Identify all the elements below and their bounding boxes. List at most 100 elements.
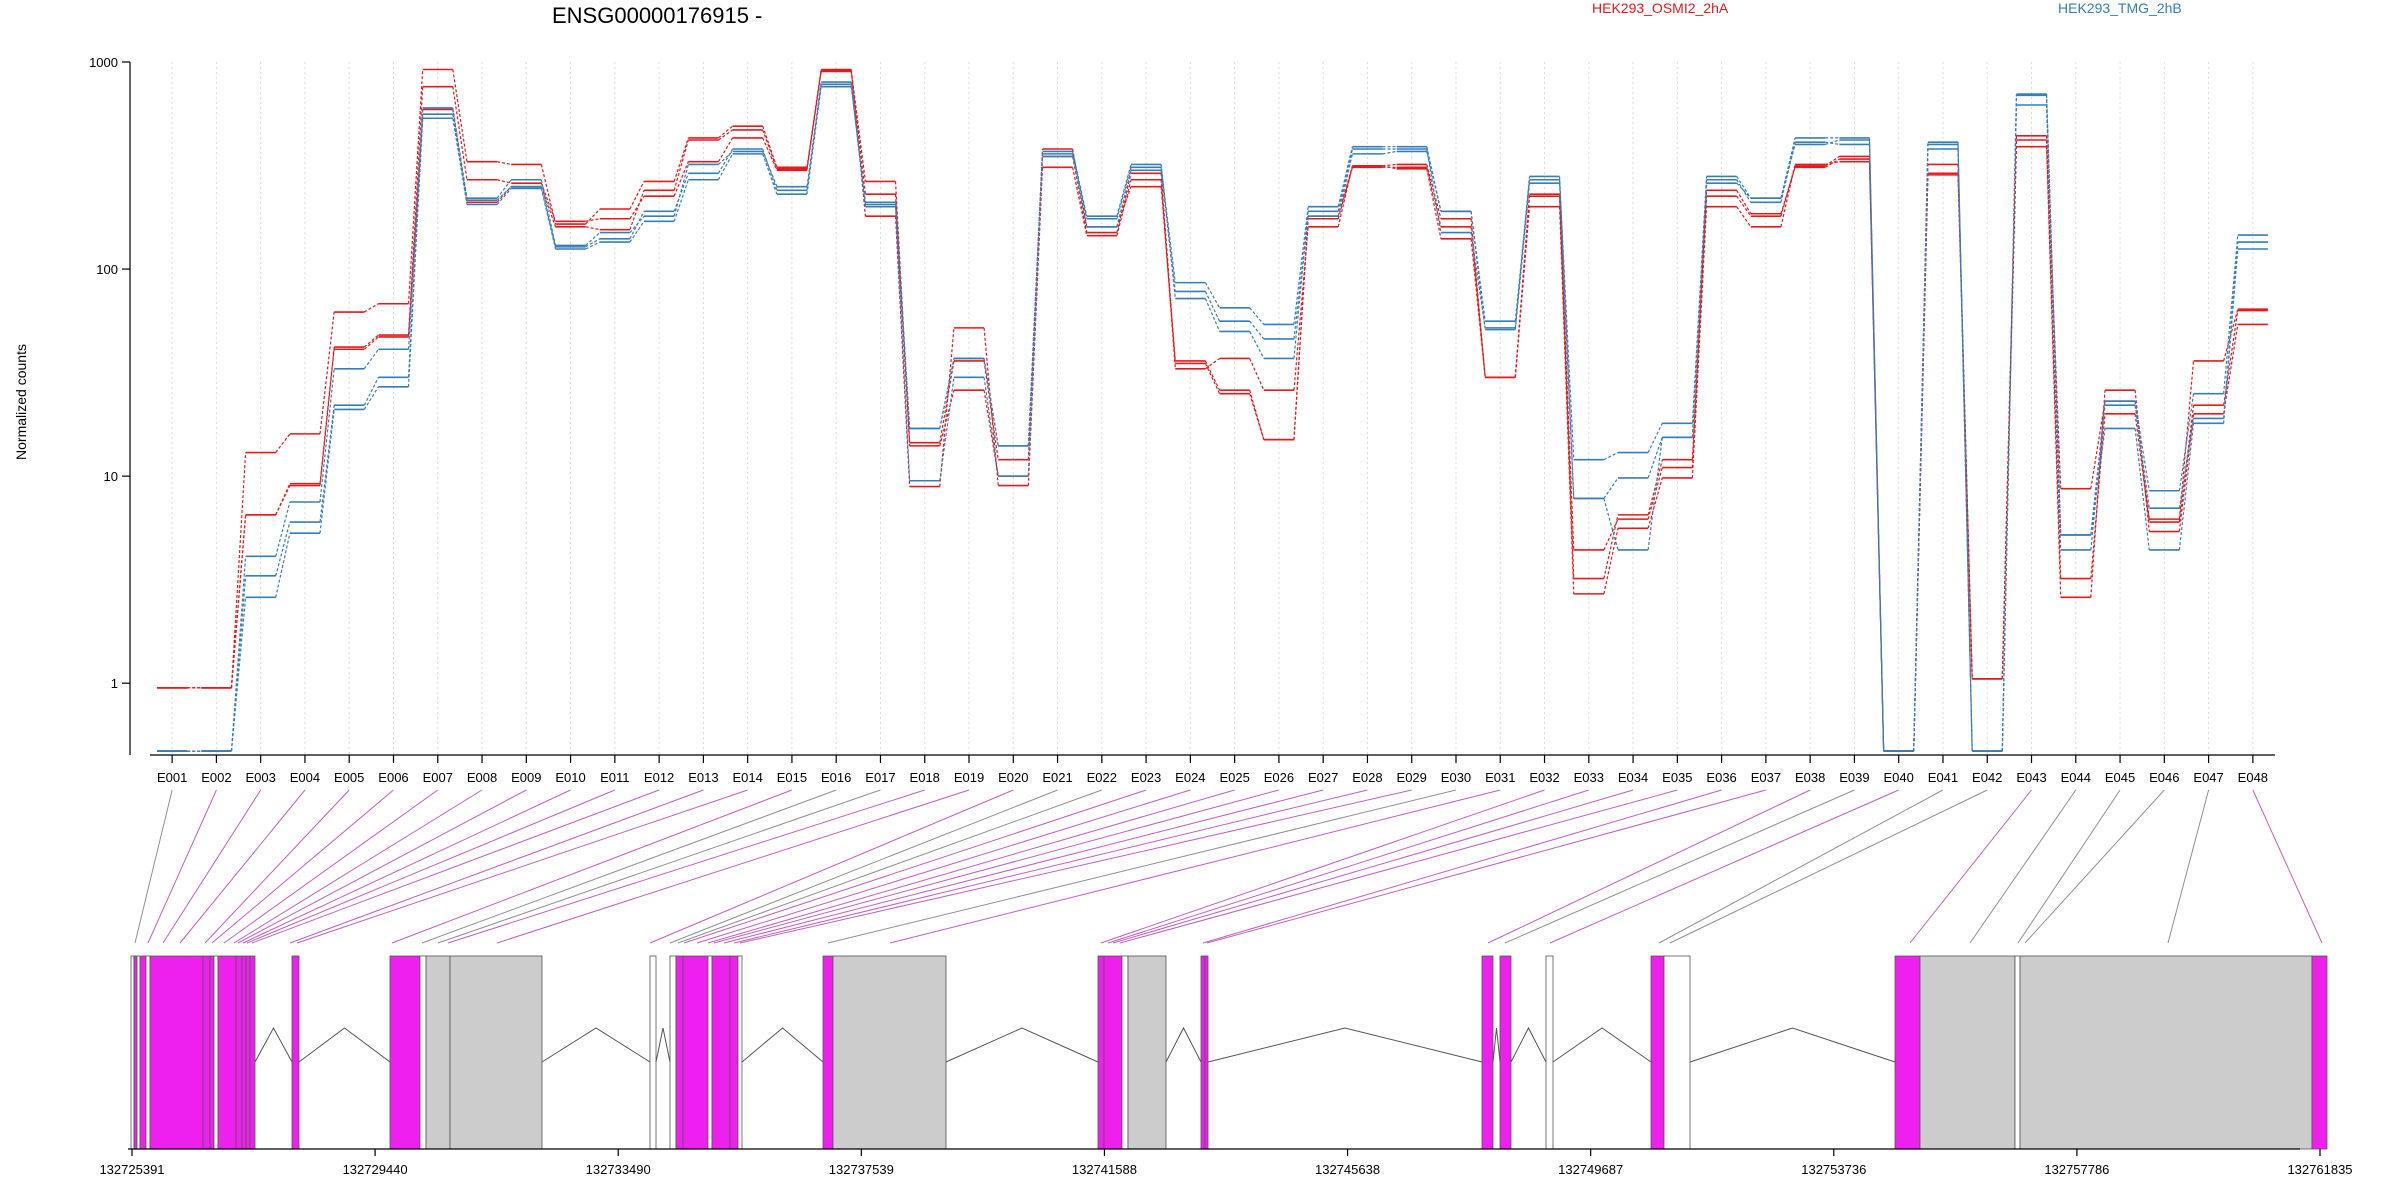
x-tick-label: E016 xyxy=(821,770,851,785)
series-connector xyxy=(2134,405,2150,509)
exon-box xyxy=(2014,955,2021,1150)
x-tick-label: E042 xyxy=(1972,770,2002,785)
series-connector xyxy=(1558,176,1575,499)
series-connector xyxy=(363,334,379,348)
series-connector xyxy=(629,195,645,220)
exon-connector-line xyxy=(1658,789,1944,944)
intron-line xyxy=(541,1027,651,1063)
series-connector xyxy=(1072,148,1088,227)
exon-connector-line xyxy=(204,789,350,944)
exon-connector-line xyxy=(1112,789,1634,944)
series-connector xyxy=(1957,144,1973,752)
gene-model-layer xyxy=(130,955,2328,1150)
series-connector xyxy=(319,368,335,503)
exon-connector-line xyxy=(1969,789,2077,944)
series-connector xyxy=(1337,146,1353,207)
genomic-tick-label: 132753736 xyxy=(1801,1162,1866,1177)
x-tick-label: E014 xyxy=(732,770,762,785)
series-connector xyxy=(452,107,468,199)
series-connector xyxy=(629,211,645,240)
x-tick-label: E006 xyxy=(378,770,408,785)
series-connector xyxy=(2223,234,2239,394)
axes-layer xyxy=(129,62,2275,756)
exon-connector-line xyxy=(683,789,1147,944)
series-connector xyxy=(629,221,645,243)
series-connector xyxy=(806,86,822,195)
series-connector xyxy=(1426,164,1442,219)
series-connector xyxy=(673,161,689,197)
chart-title: ENSG00000176915 - xyxy=(552,3,762,28)
series-connector xyxy=(939,358,955,429)
series-line xyxy=(157,81,2268,752)
series-connector xyxy=(585,238,601,248)
series-connector xyxy=(1736,190,1752,215)
series-connector xyxy=(762,129,778,169)
exon-box xyxy=(1200,955,1206,1150)
series-connector xyxy=(1514,176,1531,328)
exon-connector-line xyxy=(179,789,306,944)
exon-box xyxy=(235,955,243,1150)
series-connector xyxy=(1780,165,1796,217)
series-connector xyxy=(1382,150,1397,155)
series-connector xyxy=(1249,320,1265,340)
x-tick-label: E003 xyxy=(245,770,275,785)
series-connector xyxy=(1382,163,1397,167)
series-connector xyxy=(1691,183,1708,438)
series-connector xyxy=(1647,423,1663,453)
series-connector xyxy=(275,483,291,516)
exon-connector-line xyxy=(1119,789,1678,944)
genomic-tick-label: 132761835 xyxy=(2287,1162,2352,1177)
series-connector xyxy=(1205,357,1220,370)
exon-connector-line xyxy=(739,789,1412,944)
exon-connector-line xyxy=(447,789,925,944)
series-connector xyxy=(1337,165,1353,227)
exon-connector-line xyxy=(713,789,1280,944)
exon-box xyxy=(449,955,543,1150)
exon-box xyxy=(209,955,215,1150)
x-tick-label: E001 xyxy=(157,770,187,785)
exon-connector-line xyxy=(649,789,1014,944)
series-connector xyxy=(363,377,379,406)
series-connector xyxy=(1116,170,1132,227)
series-connector xyxy=(1868,139,1885,752)
series-connector xyxy=(629,181,645,210)
x-tick-label: E009 xyxy=(511,770,541,785)
series-connector xyxy=(230,575,247,752)
series-connector xyxy=(1072,167,1088,236)
series-connector xyxy=(1824,158,1840,168)
series-connector xyxy=(363,348,379,370)
intron-line xyxy=(298,1027,391,1063)
exon-box xyxy=(649,955,657,1150)
intron-line xyxy=(1492,1027,1501,1063)
series-connector xyxy=(496,186,512,201)
series-connector xyxy=(762,148,778,191)
series-connector xyxy=(1603,528,1619,594)
series-connector xyxy=(1337,153,1353,217)
exon-connector-line xyxy=(2167,789,2210,944)
exon-box xyxy=(1894,955,1921,1150)
x-tick-label: E033 xyxy=(1574,770,1604,785)
exon-connector-line xyxy=(1202,789,1722,944)
exon-box xyxy=(419,955,427,1150)
exon-box xyxy=(711,955,731,1150)
series-connector xyxy=(2134,401,2150,491)
intron-line xyxy=(1510,1026,1547,1063)
y-tick-label: 10 xyxy=(104,469,118,484)
series-connector xyxy=(1913,144,1929,752)
series-connector xyxy=(2001,146,2018,679)
exon-connector-line xyxy=(162,789,262,944)
exon-connector-line xyxy=(496,789,970,944)
series-connector xyxy=(1736,182,1752,199)
x-tick-label: E039 xyxy=(1839,770,1869,785)
exon-box xyxy=(1919,955,2016,1150)
exon-connector-line xyxy=(296,789,748,944)
x-tick-label: E032 xyxy=(1529,770,1559,785)
intron-line xyxy=(1207,1027,1483,1063)
exon-box xyxy=(389,955,421,1150)
series-connector xyxy=(2045,146,2062,598)
legend-label-tmg: HEK293_TMG_2hB xyxy=(2058,0,2182,16)
series-connector xyxy=(762,125,778,168)
series-connector xyxy=(2045,94,2062,535)
series-connector xyxy=(850,70,867,182)
x-tick-label: E026 xyxy=(1264,770,1294,785)
